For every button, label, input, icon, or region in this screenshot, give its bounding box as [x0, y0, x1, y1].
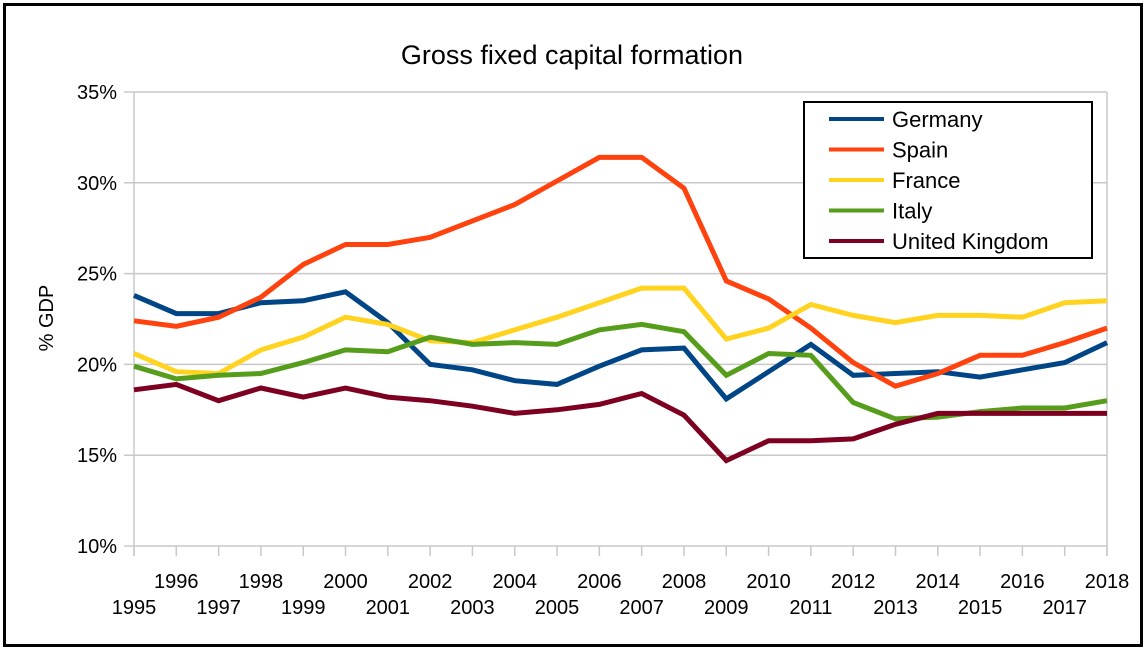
x-tick-label: 1995: [112, 597, 157, 619]
x-tick-label: 2006: [577, 571, 622, 593]
chart-title: Gross fixed capital formation: [401, 40, 743, 70]
x-tick-label: 2001: [366, 597, 411, 619]
legend-label: Germany: [892, 107, 982, 132]
x-tick-label: 1996: [154, 571, 199, 593]
x-tick-label: 2012: [831, 571, 876, 593]
series-line-spain: [133, 154, 1108, 389]
x-tick-label: 1999: [281, 597, 326, 619]
x-tick-label: 1998: [239, 571, 284, 593]
x-tick-label: 2015: [958, 597, 1003, 619]
y-axis-ticks: 10% 15% 20% 25% 30% 35%: [77, 82, 117, 558]
x-tick-label: 2014: [916, 571, 961, 593]
x-tick-label: 2011: [789, 597, 832, 619]
y-tick-label: 35%: [77, 82, 117, 104]
legend-label: Italy: [892, 199, 932, 224]
x-tick-label: 2013: [873, 597, 918, 619]
x-tick-label: 2007: [619, 597, 664, 619]
x-tick-label: 2018: [1085, 571, 1130, 593]
x-axis-ticks: 1995 1996 1997 1998 1999 2000 2001 2002 2003 2004…: [112, 546, 1130, 619]
legend-label: France: [892, 168, 960, 193]
legend: Germany Spain France Italy United Kingdom: [803, 101, 1093, 259]
legend-label: United Kingdom: [892, 229, 1049, 254]
x-tick-label: 2002: [408, 571, 453, 593]
series-lines: [133, 154, 1109, 464]
x-tick-label: 2004: [492, 571, 537, 593]
y-tick-label: 15%: [77, 445, 117, 467]
series-line-italy: [133, 321, 1108, 422]
y-tick-label: 10%: [77, 536, 117, 558]
gridlines: [124, 91, 1108, 556]
x-tick-label: 2003: [450, 597, 495, 619]
x-tick-label: 2010: [746, 571, 791, 593]
y-tick-label: 20%: [77, 354, 117, 376]
x-tick-label: 2005: [535, 597, 580, 619]
y-tick-label: 30%: [77, 173, 117, 195]
series-line-united-kingdom: [133, 381, 1107, 464]
series-line-france: [133, 285, 1108, 377]
x-tick-label: 2000: [323, 571, 368, 593]
x-tick-label: 2017: [1042, 597, 1087, 619]
x-tick-label: 2016: [1000, 571, 1045, 593]
legend-label: Spain: [892, 138, 948, 163]
x-tick-label: 2008: [662, 571, 707, 593]
x-tick-label: 1997: [196, 597, 241, 619]
y-tick-label: 25%: [77, 264, 117, 286]
x-tick-label: 2009: [704, 597, 749, 619]
y-axis-label: % GDP: [36, 285, 58, 352]
